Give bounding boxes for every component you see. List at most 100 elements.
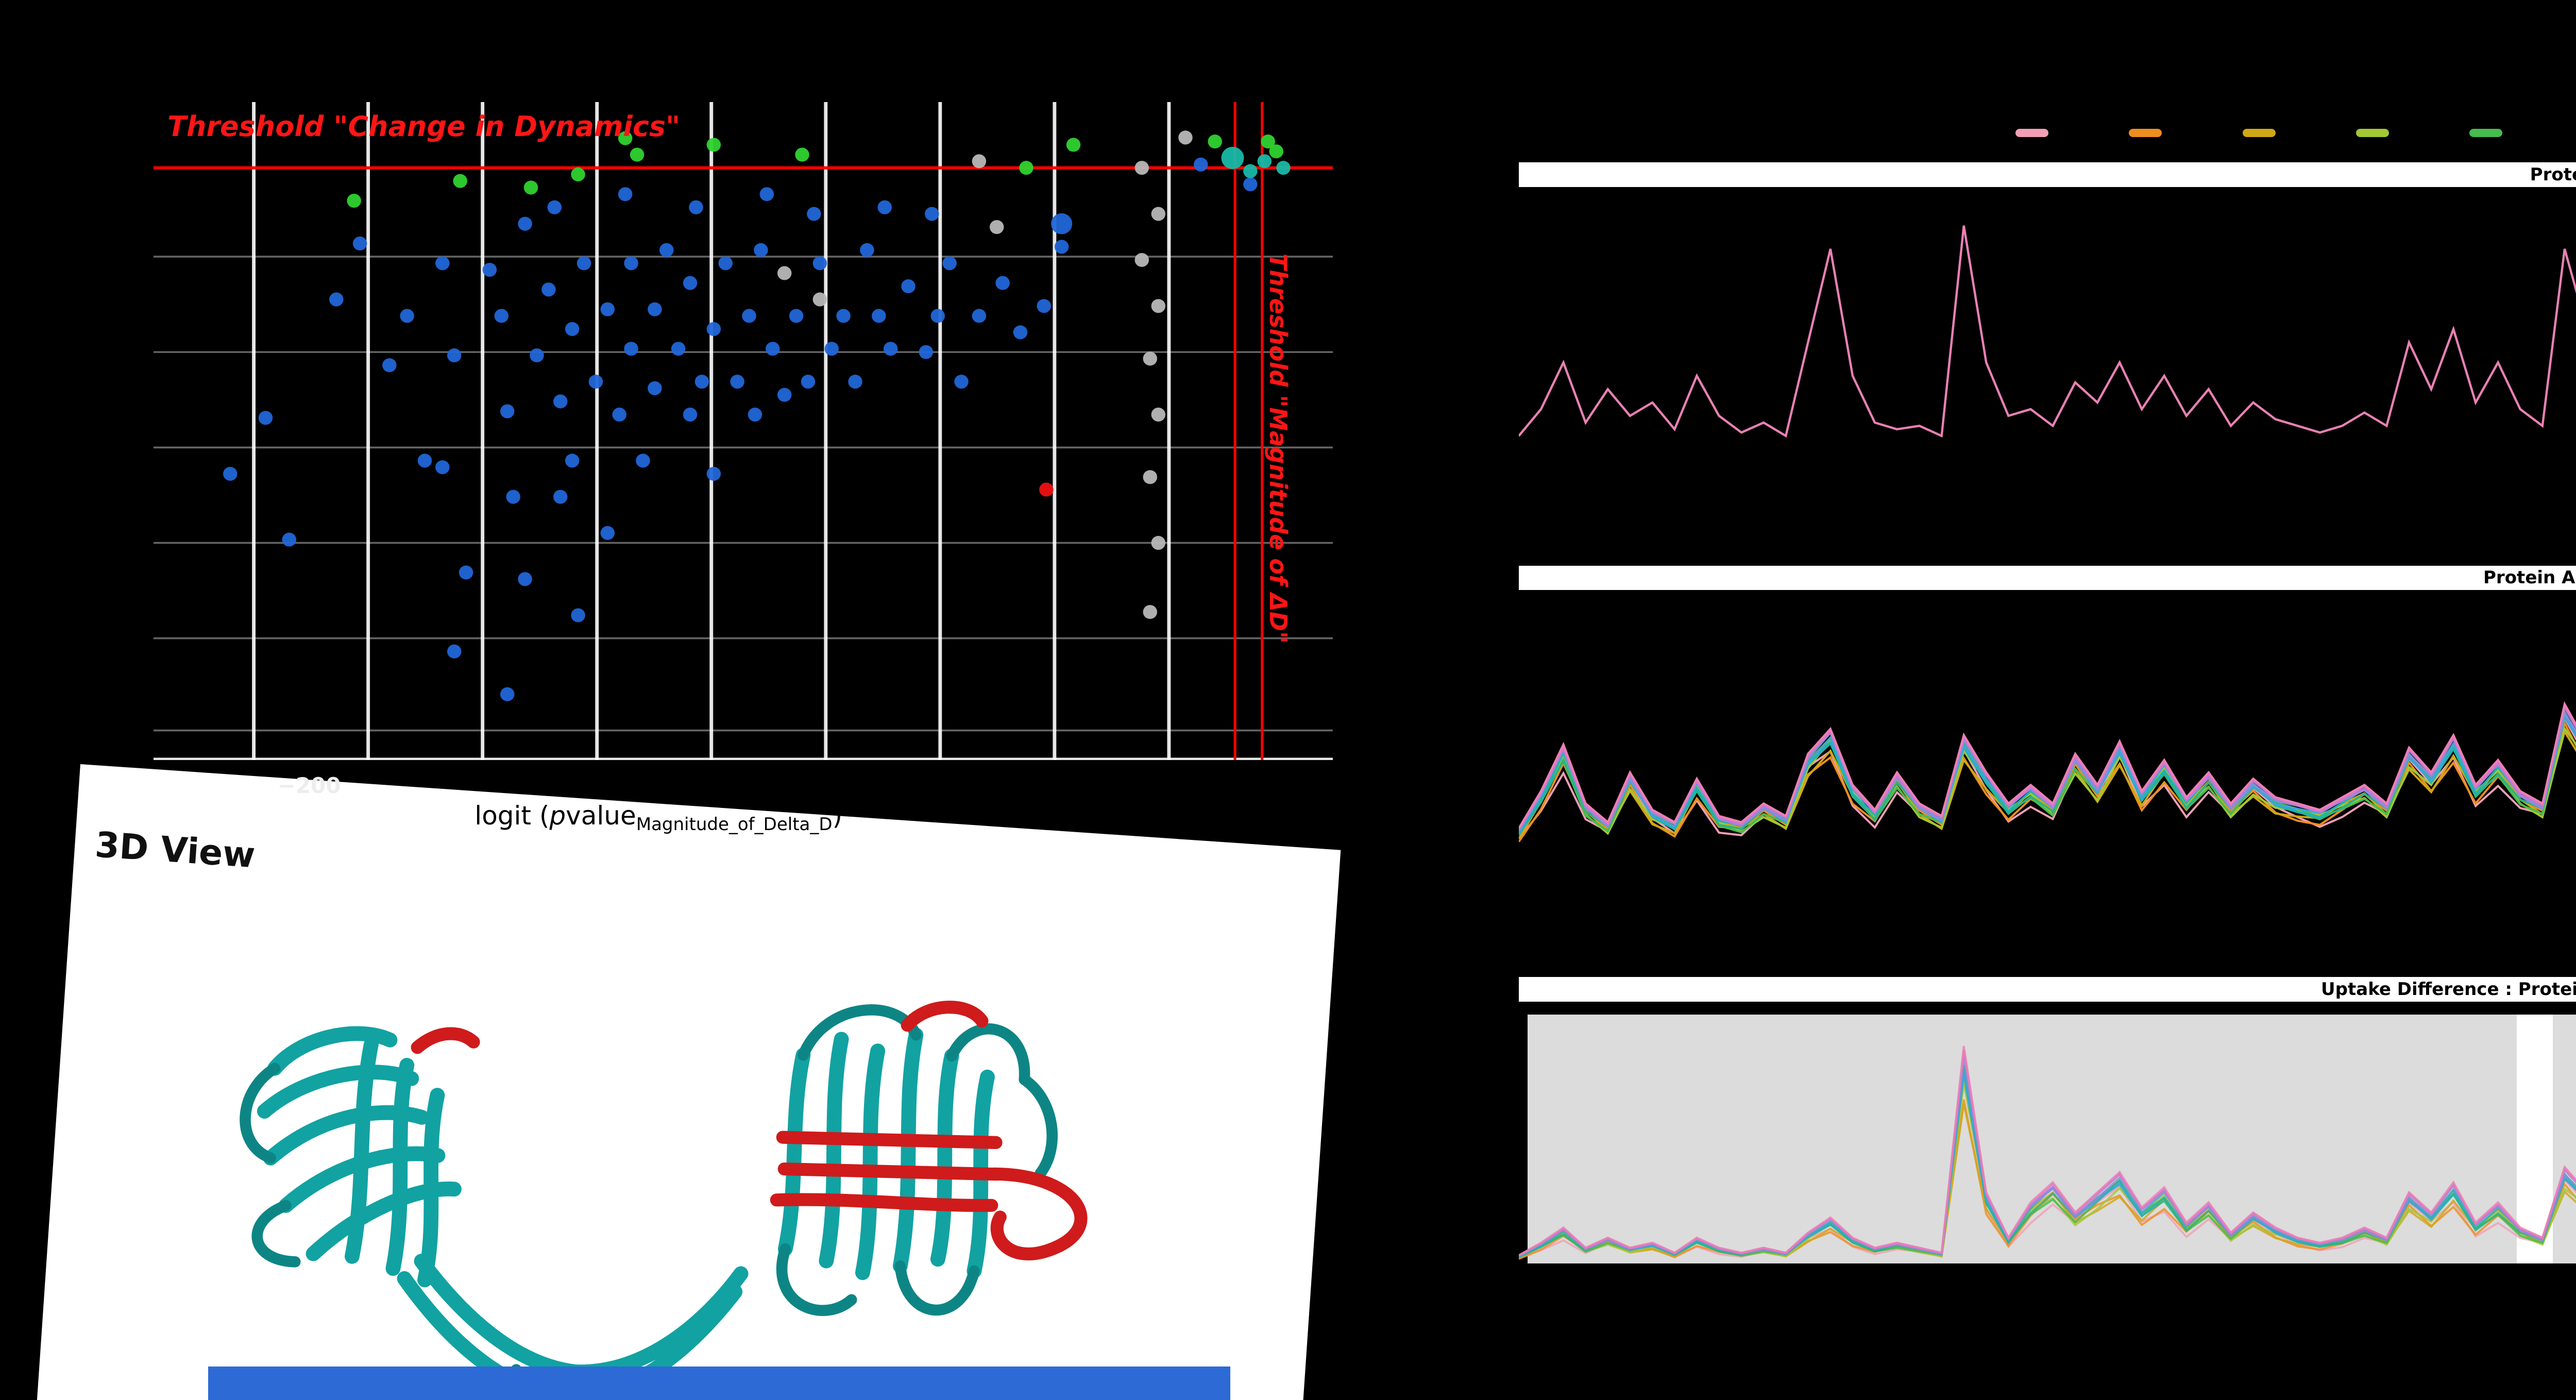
scatter-point [1269, 144, 1283, 159]
scatter-point [500, 687, 515, 702]
uptake-line[interactable] [1519, 225, 2576, 438]
scatter-point [1050, 213, 1072, 234]
legend-swatch[interactable] [2242, 128, 2276, 137]
volcano-scatter-plot[interactable] [153, 102, 1333, 761]
uptake-line[interactable] [1519, 1050, 2576, 1260]
scatter-point [1143, 470, 1157, 484]
uptake-line[interactable] [1519, 1083, 2576, 1262]
scatter-point [1261, 134, 1275, 149]
uptake-difference-lines[interactable] [1519, 1007, 2576, 1272]
scatter-point [688, 200, 703, 215]
scatter-point [1143, 605, 1157, 619]
uptake-plot-protein-a-ligand[interactable] [1519, 594, 2576, 920]
scatter-point [570, 608, 585, 622]
scatter-point [517, 572, 532, 586]
scatter-point [577, 256, 591, 271]
scatter-point [989, 220, 1004, 234]
scatter-point [623, 256, 638, 271]
uptake-line[interactable] [1519, 225, 2576, 435]
scatter-point [382, 358, 397, 373]
scatter-point [659, 243, 674, 258]
uptake-line[interactable] [1519, 1104, 2576, 1262]
uptake-line[interactable] [1519, 1058, 2576, 1260]
scatter-point [329, 292, 344, 307]
scatter-point [753, 243, 768, 258]
chart-title-protein-a: Protein A [1519, 162, 2576, 187]
uptake-line[interactable] [1519, 659, 2576, 842]
uptake-line[interactable] [1519, 1099, 2576, 1261]
scatter-point [1257, 154, 1272, 168]
scatter-point [730, 375, 744, 389]
uptake-line[interactable] [1519, 1071, 2576, 1261]
uptake-line[interactable] [1519, 225, 2576, 478]
scatter-point [541, 282, 556, 297]
uptake-line[interactable] [1519, 1051, 2576, 1260]
scatter-point [930, 309, 945, 323]
legend-swatch[interactable] [2355, 128, 2389, 137]
scatter-point [623, 342, 638, 356]
legend-swatch[interactable] [2469, 128, 2503, 137]
protein-ribbon[interactable] [111, 861, 1259, 1400]
volcano-points[interactable] [223, 130, 1291, 702]
scatter-point [671, 342, 686, 356]
uptake-line[interactable] [1519, 1065, 2576, 1261]
scatter-point [801, 375, 815, 389]
uptake-lines-protein-a-ligand[interactable] [1519, 594, 2576, 920]
scatter-point [400, 309, 414, 323]
scatter-point [748, 408, 762, 422]
uptake-plot-protein-a[interactable] [1519, 190, 2576, 541]
scatter-point [1178, 130, 1193, 145]
scatter-point [1134, 253, 1149, 267]
uptake-line[interactable] [1519, 1079, 2576, 1261]
uptake-line[interactable] [1519, 1074, 2576, 1261]
scatter-point [1151, 408, 1165, 422]
uptake-lines-protein-a[interactable] [1519, 191, 2576, 541]
uptake-line[interactable] [1519, 617, 2576, 828]
uptake-line[interactable] [1519, 225, 2576, 451]
uptake-line[interactable] [1519, 225, 2576, 435]
scatter-point [1208, 134, 1222, 149]
scatter-point [1151, 299, 1165, 313]
viewer-3d-panel[interactable]: 3D View [32, 764, 1341, 1400]
uptake-line[interactable] [1519, 225, 2576, 471]
scatter-point [459, 565, 473, 580]
volcano-x-tick-label: −200 [277, 772, 341, 798]
scatter-point [683, 408, 697, 422]
uptake-line[interactable] [1519, 1045, 2576, 1260]
scatter-point [223, 467, 238, 481]
x-label-subscript: Magnitude_of_Delta_D [636, 814, 833, 835]
scatter-point [417, 453, 432, 468]
scatter-point [1054, 240, 1069, 254]
scatter-point [972, 309, 986, 323]
scatter-point [1037, 299, 1051, 313]
scatter-point [706, 322, 721, 336]
scatter-point [282, 532, 296, 547]
scatter-point [600, 526, 615, 541]
chart-title-uptake-difference: Uptake Difference : Protein A - (Protein… [1519, 977, 2576, 1002]
legend-swatch[interactable] [2015, 128, 2049, 137]
uptake-line[interactable] [1519, 225, 2576, 435]
volcano-plot-panel: Threshold "Change in Dynamics" Threshold… [153, 102, 1333, 761]
scatter-point [812, 292, 827, 307]
uptake-line[interactable] [1519, 225, 2576, 484]
scatter-point [812, 256, 827, 271]
uptake-difference-plot[interactable] [1519, 1006, 2576, 1272]
scatter-point [647, 381, 662, 396]
scatter-point [1276, 161, 1291, 175]
x-label-value: value [566, 801, 636, 831]
scatter-point [553, 490, 568, 504]
legend-swatch[interactable] [2129, 128, 2162, 137]
scatter-point [588, 375, 603, 389]
scatter-point [529, 348, 544, 363]
scatter-point [1019, 161, 1033, 175]
uptake-line[interactable] [1519, 225, 2576, 465]
scatter-point [877, 200, 892, 215]
scatter-point [1221, 147, 1244, 170]
uptake-line[interactable] [1519, 225, 2576, 445]
x-label-prefix: logit ( [474, 801, 550, 831]
x-label-p: p [549, 801, 566, 831]
scatter-point [630, 147, 644, 162]
uptake-line[interactable] [1519, 635, 2576, 834]
uptake-line[interactable] [1519, 1066, 2576, 1261]
scatter-point [435, 256, 450, 271]
